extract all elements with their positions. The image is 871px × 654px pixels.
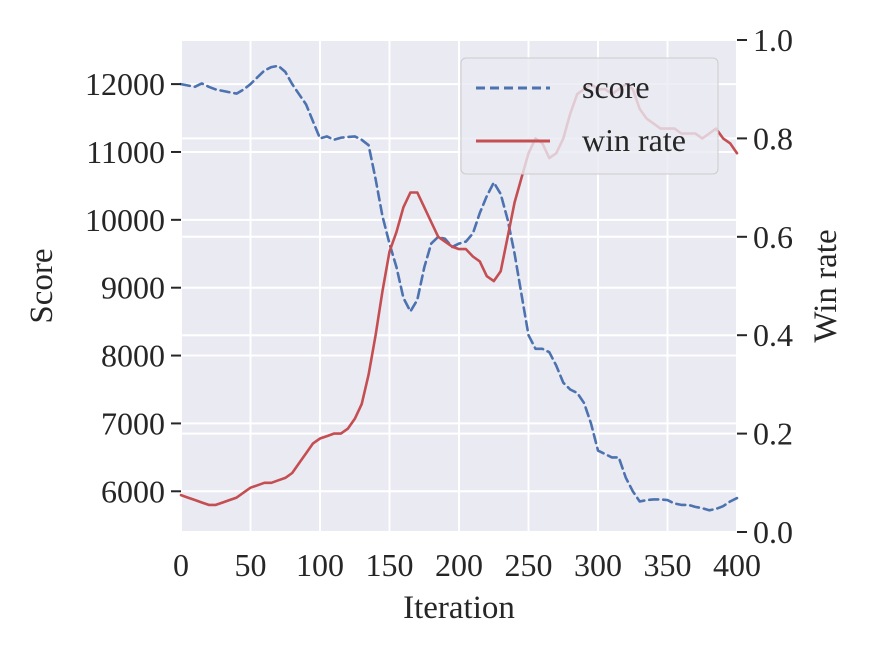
- y2-axis-label: Win rate: [808, 229, 844, 342]
- x-tick-label: 150: [366, 547, 414, 583]
- x-tick-label: 250: [505, 547, 553, 583]
- legend-label-score: score: [582, 69, 650, 105]
- y-tick-label: 8000: [101, 338, 165, 374]
- y-tick-label: 11000: [86, 134, 165, 170]
- legend-label-win-rate: win rate: [582, 122, 686, 158]
- y2-tick-label: 0.8: [753, 120, 793, 156]
- y-tick-label: 9000: [101, 270, 165, 306]
- y-tick-label: 6000: [101, 473, 165, 509]
- x-tick-label: 300: [574, 547, 622, 583]
- y-tick-label: 10000: [85, 202, 165, 238]
- x-tick-label: 100: [296, 547, 344, 583]
- y2-tick-label: 0.6: [753, 219, 793, 255]
- x-tick-label: 400: [713, 547, 761, 583]
- series-line-score: [179, 64, 739, 512]
- legend: score win rate: [460, 57, 719, 175]
- y2-tick-label: 0.2: [753, 416, 793, 452]
- x-axis-label: Iteration: [403, 590, 515, 626]
- x-tick-label: 200: [435, 547, 483, 583]
- y-tick-label: 7000: [101, 405, 165, 441]
- y2-tick-label: 0.4: [753, 317, 793, 353]
- x-tick-label: 350: [644, 547, 692, 583]
- grid-lines: [180, 39, 738, 533]
- y2-tick-label: 1.0: [753, 22, 793, 58]
- left-y-axis: 6000 7000 8000 9000 10000 11000 12000: [85, 66, 181, 509]
- y-tick-label: 12000: [85, 66, 165, 102]
- x-tick-label: 50: [235, 547, 267, 583]
- x-axis: 0 50 100 150 200 250 300 350 400: [173, 547, 761, 583]
- x-tick-label: 0: [173, 547, 189, 583]
- right-y-axis: 0.0 0.2 0.4 0.6 0.8 1.0: [737, 22, 793, 550]
- y-axis-label: Score: [24, 248, 60, 323]
- y2-tick-label: 0.0: [753, 514, 793, 550]
